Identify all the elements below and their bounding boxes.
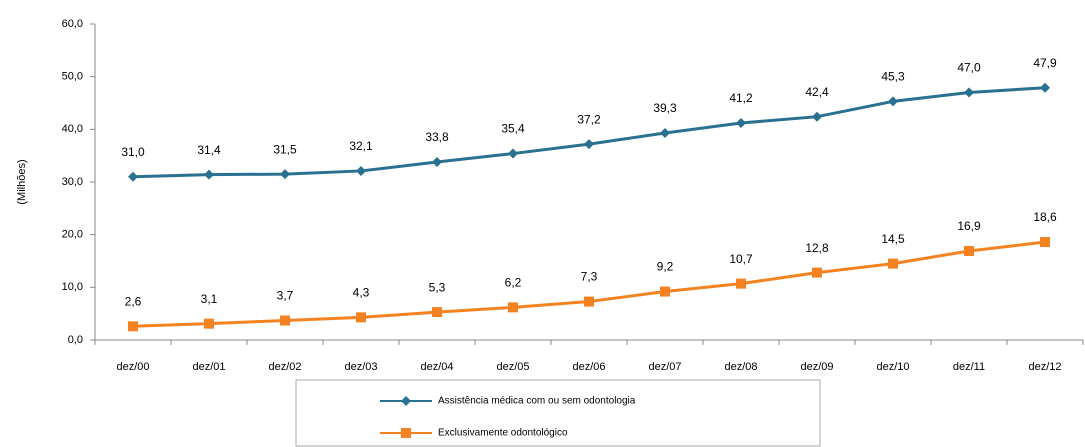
x-tick-label: dez/08 [724,361,757,373]
data-point [432,307,442,318]
y-tick-label: 0,0 [68,334,83,346]
data-label: 6,2 [505,276,522,290]
data-point [280,169,290,180]
data-label: 18,6 [1033,210,1057,224]
data-label: 39,3 [653,101,677,115]
data-point [280,315,290,326]
y-tick-label: 60,0 [62,18,83,30]
data-point [508,148,518,159]
data-label: 14,5 [881,232,905,246]
data-label: 35,4 [501,122,525,136]
data-point [660,286,670,297]
data-point [964,87,974,98]
data-point [736,278,746,289]
data-point [1040,237,1050,248]
data-point [812,267,822,278]
x-tick-label: dez/01 [192,361,225,373]
data-label: 3,1 [201,292,218,306]
data-label: 31,5 [273,142,297,156]
y-tick-label: 10,0 [62,281,83,293]
data-point [888,258,898,269]
data-point [964,245,974,256]
x-tick-label: dez/04 [420,361,453,373]
x-tick-label: dez/03 [344,361,377,373]
data-point [432,156,442,167]
legend-marker [401,396,411,406]
data-label: 4,3 [353,286,370,300]
x-tick-label: dez/06 [572,361,605,373]
data-label: 31,4 [197,143,221,157]
x-tick-label: dez/07 [648,361,681,373]
y-tick-label: 20,0 [62,229,83,241]
x-tick-label: dez/09 [800,361,833,373]
data-label: 45,3 [881,70,905,84]
data-label: 3,7 [277,289,294,303]
data-label: 10,7 [729,252,753,266]
y-axis-label: (Milhões) [16,159,28,204]
data-point [888,96,898,107]
data-label: 42,4 [805,85,829,99]
legend-label: Assistência médica com ou sem odontologi… [438,396,636,407]
data-point [736,118,746,129]
data-point [204,318,214,329]
data-point [660,128,670,139]
data-point [128,321,138,332]
data-point [128,171,138,182]
data-label: 47,9 [1033,56,1057,70]
data-label: 2,6 [125,294,142,308]
data-point [356,165,366,176]
y-tick-label: 30,0 [62,176,83,188]
data-label: 33,8 [425,130,449,144]
x-tick-label: dez/02 [268,361,301,373]
data-point [204,169,214,180]
x-tick-label: dez/05 [496,361,529,373]
legend-box [295,379,821,447]
data-label: 16,9 [957,219,981,233]
x-tick-label: dez/11 [953,361,985,373]
data-point [584,296,594,307]
y-tick-label: 50,0 [62,71,83,83]
series-line [132,240,1046,328]
data-point [1040,82,1050,93]
data-point [584,139,594,150]
x-tick-label: dez/10 [876,361,909,373]
data-label: 37,2 [577,112,601,126]
legend-label: Exclusivamente odontológico [438,428,568,439]
data-label: 32,1 [349,139,373,153]
series-line [132,86,1046,179]
data-point [812,111,822,122]
y-tick-label: 40,0 [62,123,83,135]
legend-marker [401,428,411,438]
data-label: 12,8 [805,241,829,255]
data-label: 7,3 [581,270,598,284]
x-tick-label: dez/12 [1028,361,1061,373]
data-point [508,302,518,313]
data-label: 41,2 [729,91,753,105]
data-label: 9,2 [657,260,674,274]
data-label: 31,0 [121,145,145,159]
data-label: 47,0 [957,61,981,75]
data-label: 5,3 [429,280,446,294]
data-point [356,312,366,323]
x-tick-label: dez/00 [116,361,149,373]
